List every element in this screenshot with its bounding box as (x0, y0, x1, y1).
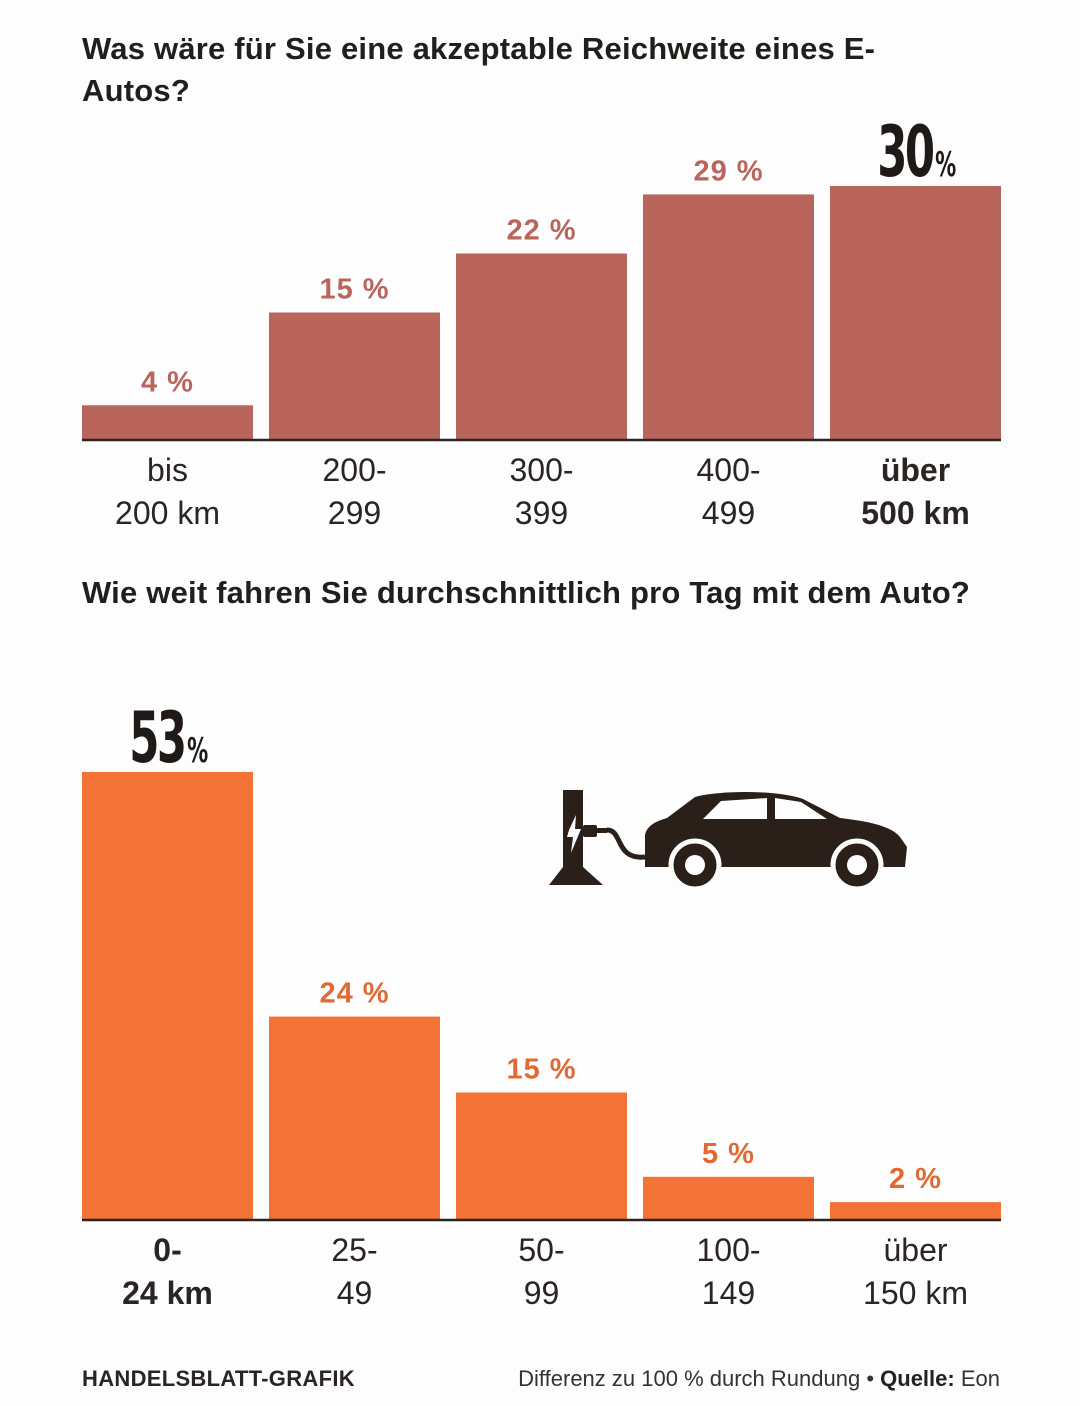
value-number: 53 (129, 697, 184, 779)
value-label-4: 5 % (702, 1138, 755, 1170)
category-label-2-line-1: 200- (322, 452, 386, 488)
chart2-plot: 53% 0- 24 km 24 % 25- 49 15 % 50- 99 5 % 100- 149 2 … (82, 697, 1001, 1311)
bar-1 (82, 772, 253, 1219)
value-label-highlight: 30% (877, 111, 956, 193)
category-label-1-line-2: 24 km (122, 1275, 213, 1311)
bar-2 (269, 1016, 440, 1219)
category-label-5-line-1: über (881, 452, 950, 488)
value-number: 30 (877, 111, 933, 193)
category-label-2-line-2: 299 (328, 495, 381, 531)
value-label-highlight: 53% (129, 697, 208, 779)
rounding-note: Differenz zu 100 % durch Rundung (518, 1366, 861, 1391)
category-label-5-line-2: 150 km (863, 1275, 968, 1311)
category-label-4-line-2: 499 (702, 495, 755, 531)
category-label-1-line-1: bis (147, 452, 188, 488)
ev-charging-illustration (549, 790, 907, 892)
category-label-3-line-1: 50- (518, 1232, 564, 1268)
value-unit: % (187, 731, 208, 771)
category-label-5-line-1: über (883, 1232, 947, 1268)
value-label-3: 15 % (506, 1053, 576, 1085)
source-value: Eon (960, 1366, 1000, 1391)
category-label-4-line-1: 100- (696, 1232, 760, 1268)
chart2-title: Wie weit fahren Sie durchschnittlich pro… (82, 575, 971, 610)
bar-5 (830, 186, 1001, 439)
value-label-5: 2 % (889, 1163, 942, 1195)
category-label-2-line-1: 25- (331, 1232, 377, 1268)
value-label-2: 24 % (319, 978, 389, 1010)
category-label-3-line-2: 99 (524, 1275, 560, 1311)
chart1-plot: 4 % bis 200 km 15 % 200- 299 22 % 300- 399 29 % 40… (82, 111, 1001, 531)
chart1-title: Was wäre für Sie eine akzeptable Reichwe… (82, 31, 876, 108)
category-label-1-line-1: 0- (153, 1232, 181, 1268)
bar-4 (643, 1176, 814, 1219)
source-label: Quelle: (880, 1366, 955, 1391)
category-label-3-line-2: 399 (515, 495, 568, 531)
value-unit: % (935, 145, 956, 185)
category-label-4-line-1: 400- (696, 452, 760, 488)
bar-5 (830, 1202, 1001, 1219)
value-label-4: 29 % (693, 155, 763, 187)
value-label-3: 22 % (506, 214, 576, 246)
credit-label: HANDELSBLATT-GRAFIK (82, 1366, 355, 1391)
bar-3 (456, 253, 627, 439)
footer-separator: • (866, 1366, 875, 1391)
bar-1 (82, 405, 253, 439)
bar-3 (456, 1092, 627, 1219)
bar-2 (269, 312, 440, 439)
category-label-4-line-2: 149 (702, 1275, 755, 1311)
source-note: Differenz zu 100 % durch Rundung • Quell… (518, 1364, 1000, 1394)
category-label-1-line-2: 200 km (115, 495, 220, 531)
car-icon (645, 792, 907, 892)
category-label-3-line-1: 300- (509, 452, 573, 488)
value-label-2: 15 % (319, 274, 389, 306)
category-label-5-line-2: 500 km (861, 495, 970, 531)
bar-4 (643, 194, 814, 439)
category-label-2-line-2: 49 (337, 1275, 373, 1311)
value-label-1: 4 % (141, 366, 194, 398)
charging-station-icon (549, 790, 646, 885)
